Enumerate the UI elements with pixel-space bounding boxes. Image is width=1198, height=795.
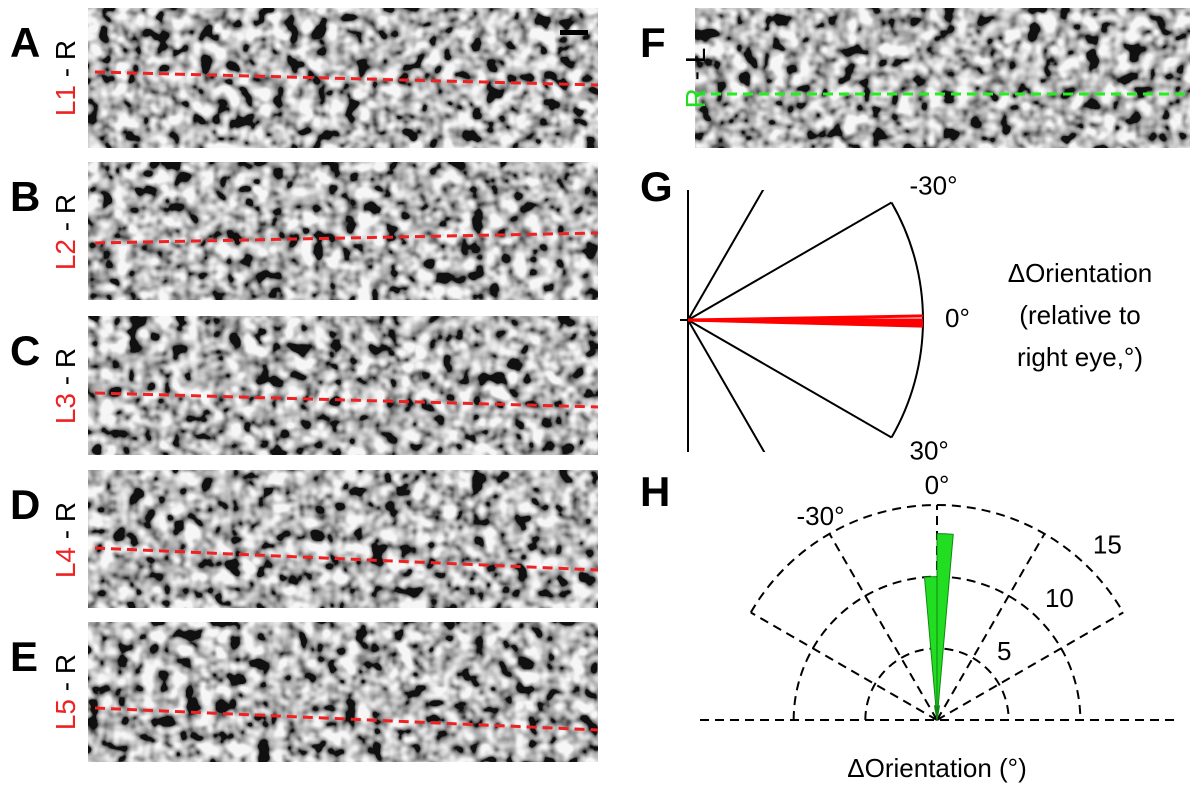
angle-tick-label: 30° — [909, 435, 948, 465]
panel-label-part: L — [680, 48, 711, 64]
angle-tick-label: -30° — [797, 501, 845, 531]
panel-label-part: R — [50, 348, 81, 368]
panel-label-part: R — [50, 654, 81, 674]
orientation-line — [687, 318, 923, 328]
panel-label: L5 - R — [50, 654, 81, 730]
angle-tick-label: 0° — [945, 303, 970, 333]
panel-label-part: R — [680, 88, 711, 108]
radial-tick-label: 10 — [1045, 583, 1074, 613]
axis-label: right eye,°) — [1017, 342, 1143, 372]
panel-label-part: - — [50, 60, 81, 85]
panel-letter: H — [640, 468, 670, 515]
panel-letter: G — [640, 163, 673, 210]
spoke — [750, 611, 938, 721]
wedge — [923, 576, 938, 721]
panel-label-part: L3 — [50, 393, 81, 424]
panel-letter: A — [10, 19, 40, 66]
dashed-line — [94, 706, 599, 732]
panel-label-part: R — [50, 194, 81, 214]
image — [88, 470, 598, 608]
panel-label: L1 - R — [50, 40, 81, 116]
panel-letter: D — [10, 481, 40, 528]
panel-label-part: - — [50, 368, 81, 393]
dashed-line — [94, 546, 599, 572]
axis-label: ΔOrientation — [1008, 258, 1153, 288]
dashed-line — [94, 70, 599, 87]
spoke — [687, 319, 766, 452]
panel-letter: F — [640, 19, 666, 66]
radial-tick-label: 15 — [1093, 530, 1122, 560]
panel-label: L3 - R — [50, 348, 81, 424]
panel-label-part: - — [50, 522, 81, 547]
panel-label-part: - — [50, 214, 81, 239]
panel-label-part: R — [50, 502, 81, 522]
spoke — [687, 190, 765, 321]
panel-label-part: L5 — [50, 699, 81, 730]
panel-label-part: L1 — [50, 85, 81, 116]
angle-tick-label: -30° — [909, 170, 957, 200]
radial-tick-label: 5 — [997, 636, 1011, 666]
spoke — [687, 201, 893, 321]
image — [88, 622, 598, 762]
panel-label: R - L — [680, 48, 711, 109]
spoke — [936, 611, 1124, 721]
panel-label-part: - — [680, 63, 711, 88]
dashed-line — [94, 231, 599, 245]
axis-label: (relative to — [1019, 300, 1140, 330]
dashed-line — [94, 391, 599, 409]
panel-label: L2 - R — [50, 194, 81, 270]
panel-label: L4 - R — [50, 502, 81, 578]
angle-tick-label: 0° — [925, 470, 950, 500]
panel-letter: B — [10, 173, 40, 220]
panel-label-part: L2 — [50, 239, 81, 270]
image — [88, 316, 598, 455]
image — [88, 162, 598, 300]
scale-bar — [560, 30, 588, 35]
spoke — [828, 533, 938, 721]
spoke — [936, 533, 1046, 721]
panel-label-part: - — [50, 674, 81, 699]
spoke — [687, 319, 893, 439]
panel-label-part: R — [50, 40, 81, 60]
panel-letter: E — [10, 633, 38, 680]
wedge — [936, 533, 954, 721]
wedge — [936, 705, 941, 721]
axis-label: ΔOrientation (°) — [847, 753, 1027, 783]
image — [695, 8, 1190, 148]
panel-label-part: L4 — [50, 547, 81, 578]
panel-letter: C — [10, 327, 40, 374]
